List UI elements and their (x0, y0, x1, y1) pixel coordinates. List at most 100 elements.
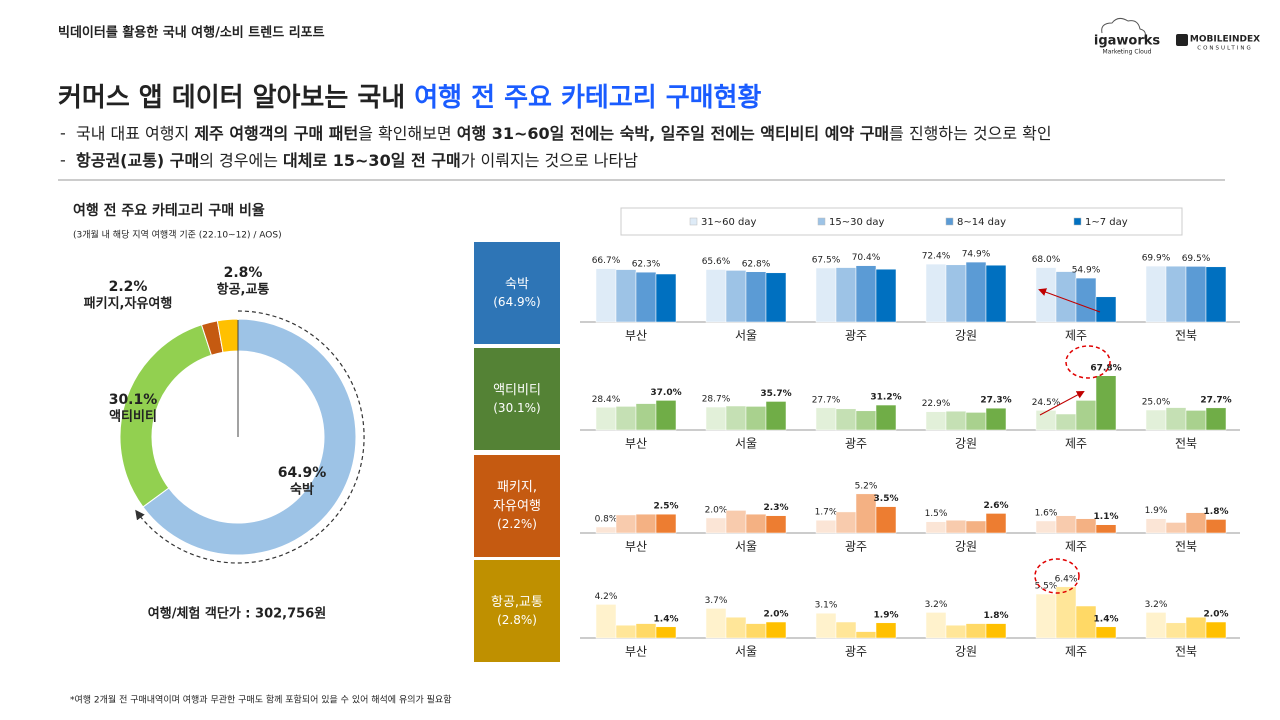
value-label: 3.2% (925, 600, 948, 610)
value-label: 1.7% (815, 508, 838, 518)
bar (765, 272, 787, 323)
slice-category-label: 패키지,자유여행 (84, 296, 173, 312)
value-label: 6.4% (1055, 574, 1078, 584)
bullet-marker: - (60, 151, 66, 170)
bar (815, 267, 837, 323)
row-subtitle: (64.9%) (493, 294, 541, 309)
bar (1165, 265, 1187, 323)
logo-igaworks: igaworks (1094, 34, 1161, 49)
value-label: 27.7% (812, 395, 841, 405)
value-label: 67.8% (1090, 363, 1121, 373)
x-tick-label: 전북 (1175, 437, 1197, 451)
value-label: 66.7% (592, 256, 621, 266)
annotation-arrow (1039, 391, 1085, 416)
value-label: 62.3% (632, 260, 661, 270)
value-label: 25.0% (1142, 398, 1171, 408)
title-part: 여행 전 주요 카테고리 구매현황 (414, 83, 761, 113)
bar (965, 412, 987, 431)
value-label: 2.0% (705, 505, 728, 515)
donut-title: 여행 전 주요 카테고리 구매 비율 (73, 202, 265, 219)
legend-label: 1~7 day (1085, 217, 1128, 228)
bar (875, 404, 897, 431)
value-label: 70.4% (852, 253, 881, 263)
row-label-box: 항공,교통 (2.8%) (474, 560, 560, 662)
bar (985, 623, 1007, 639)
row-title: 숙박 (505, 276, 529, 292)
bar (725, 270, 747, 323)
x-tick-label: 서울 (735, 540, 757, 554)
bar (1035, 520, 1057, 534)
x-tick-label: 전북 (1175, 540, 1197, 554)
legend-swatch (689, 217, 698, 226)
x-tick-label: 제주 (1065, 437, 1087, 451)
bar (875, 506, 897, 534)
annotation-arrow (1038, 288, 1101, 313)
bar (1145, 518, 1167, 534)
value-label: 2.0% (764, 610, 789, 620)
x-tick-label: 광주 (845, 540, 867, 554)
bar (745, 271, 767, 323)
value-label: 1.1% (1094, 512, 1119, 522)
bar (1165, 407, 1187, 431)
bar (1185, 410, 1207, 431)
x-tick-label: 광주 (845, 329, 867, 343)
value-label: 28.7% (702, 395, 731, 405)
bar (745, 513, 767, 534)
slice-value-label: 2.8% (224, 265, 263, 281)
bar (1205, 266, 1227, 323)
bar (985, 407, 1007, 431)
x-tick-label: 서울 (735, 329, 757, 343)
value-label: 5.5% (1035, 582, 1058, 592)
bar (965, 261, 987, 323)
row-subtitle: (2.8%) (497, 612, 537, 627)
bar (1165, 622, 1187, 639)
row-title: 패키지, 자유여행 (493, 480, 541, 514)
x-tick-label: 제주 (1065, 645, 1087, 659)
legend-swatch (945, 217, 954, 226)
bullet-segment: 대체로 15~30일 전 구매 (283, 151, 461, 170)
bar (765, 515, 787, 534)
bar (595, 604, 617, 639)
bullet-text: 국내 대표 여행지 제주 여행객의 구매 패턴을 확인해보면 여행 31~60일… (76, 124, 1052, 143)
bar (835, 408, 857, 431)
value-label: 74.9% (962, 250, 991, 260)
main-title: 커머스 앱 데이터 알아보는 국내 여행 전 주요 카테고리 구매현황 (58, 83, 761, 113)
value-label: 1.8% (1204, 507, 1229, 517)
row-subtitle: (30.1%) (493, 400, 541, 415)
footnote: *여행 2개월 전 구매내역이며 여행과 무관한 구매도 함께 포함되어 있을 … (70, 694, 451, 706)
donut-subtitle: (3개월 내 해당 지역 여행객 기준 (22.10~12) / AOS) (73, 229, 282, 241)
value-label: 2.5% (654, 502, 679, 512)
donut-slice (142, 318, 357, 556)
bar-charts: 부산 66.7% 62.3% 서울 65.6% 62.8% 광주 67.5% 70.4% 강원 72… (580, 207, 1240, 659)
row-title: 액티비티 (493, 382, 541, 398)
x-tick-label: 부산 (625, 540, 647, 554)
bar (985, 264, 1007, 323)
bar (765, 401, 787, 431)
report-title: 빅데이터를 활용한 국내 여행/소비 트렌드 리포트 (58, 25, 325, 41)
bar (725, 405, 747, 431)
bar (815, 519, 837, 534)
value-label: 3.7% (705, 596, 728, 606)
bar (1055, 413, 1077, 431)
bar (945, 519, 967, 534)
bar (1095, 524, 1117, 534)
value-label: 27.3% (980, 396, 1011, 406)
x-tick-label: 전북 (1175, 645, 1197, 659)
value-label: 67.5% (812, 256, 841, 266)
bar (705, 406, 727, 431)
bar (655, 513, 677, 534)
row-subtitle: (2.2%) (497, 516, 537, 531)
bar (1095, 296, 1117, 323)
bar (945, 264, 967, 323)
bar (1185, 616, 1207, 639)
value-label: 2.6% (984, 501, 1009, 511)
bar (745, 623, 767, 639)
bar (815, 407, 837, 431)
bar (1055, 586, 1077, 639)
bar (1075, 277, 1097, 323)
slice-value-label: 30.1% (109, 392, 158, 408)
bar (925, 263, 947, 323)
x-tick-label: 전북 (1175, 329, 1197, 343)
annotation-circle (1065, 345, 1111, 379)
